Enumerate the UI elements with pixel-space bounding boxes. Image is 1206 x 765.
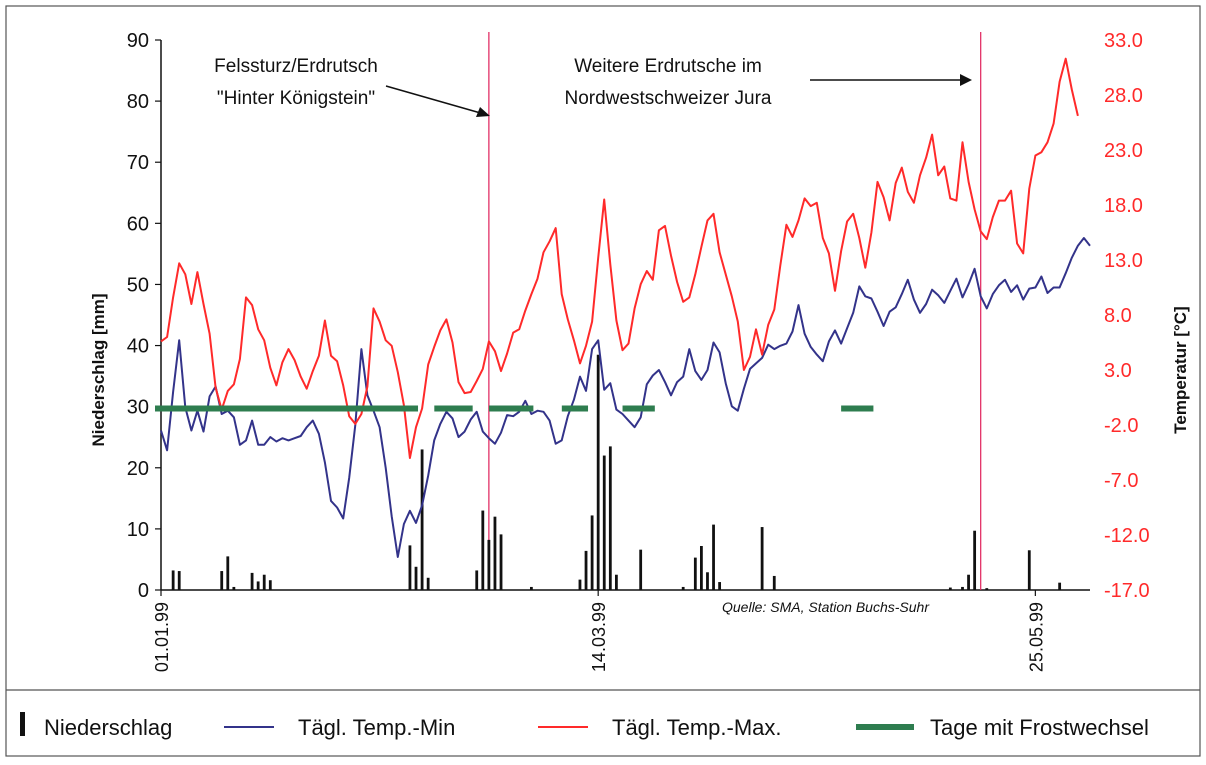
precipitation-bar	[426, 577, 430, 590]
precipitation-bar	[693, 557, 697, 590]
x-tick-label: 25.05.99	[1026, 602, 1046, 672]
precipitation-bar	[639, 549, 643, 590]
precipitation-bar	[487, 539, 491, 590]
precipitation-bar	[414, 566, 418, 590]
y-right-tick-label: -17.0	[1104, 580, 1150, 602]
annotation-left-arrowhead	[476, 107, 490, 117]
legend-frost-label: Tage mit Frostwechsel	[930, 715, 1149, 740]
y-right-tick-label: 28.0	[1104, 85, 1143, 107]
annotation-left-arrow	[385, 85, 485, 115]
precipitation-bar	[256, 581, 260, 590]
annotation-right: Weitere Erdrutsche im Nordwestschweizer …	[565, 56, 772, 109]
y-left-axis-title: Niederschlag [mm]	[89, 293, 108, 446]
precipitation-bar	[985, 588, 989, 590]
precipitation-bar	[590, 515, 594, 590]
plot-area: 90 80 70 60 50 40 30 20 10 0 33.0 28.0 23.0 18.0 13.0 8…	[127, 30, 1150, 672]
y-right-axis-title: Temperatur [°C]	[1171, 306, 1190, 433]
y-right-tick-label: -7.0	[1104, 470, 1138, 492]
precipitation-bar	[967, 574, 970, 590]
y-left-tick-label: 20	[127, 458, 149, 480]
precipitation-bar	[475, 570, 479, 590]
y-left-tick-label: 90	[127, 30, 149, 52]
precipitation-bar	[177, 571, 181, 590]
y-right-tick-label: -12.0	[1104, 525, 1150, 547]
precipitation-bar	[718, 582, 722, 590]
precipitation-bar	[608, 446, 612, 590]
annotation-right-line-2: Nordwestschweizer Jura	[565, 88, 772, 109]
precipitation-bar	[232, 586, 236, 590]
legend-tmax-label: Tägl. Temp.-Max.	[612, 715, 782, 740]
x-tick-label: 14.03.99	[589, 602, 609, 672]
temp-max-line	[160, 57, 1079, 459]
precipitation-bar	[760, 527, 764, 590]
y-left-tick-label: 0	[138, 580, 149, 602]
precipitation-bar	[699, 546, 703, 590]
precipitation-bar	[948, 587, 952, 590]
precipitation-bar	[596, 354, 600, 590]
precipitation-bar	[1058, 582, 1062, 590]
precipitation-bar	[250, 572, 254, 590]
precipitation-bar	[171, 570, 175, 590]
precipitation-bar	[584, 550, 588, 590]
precipitation-bar	[973, 530, 977, 590]
precipitation-bar	[420, 449, 424, 590]
precipitation-bar	[493, 516, 497, 590]
y-right-tick-label: 23.0	[1104, 140, 1143, 162]
precipitation-bar	[408, 545, 412, 590]
source-note: Quelle: SMA, Station Buchs-Suhr	[722, 599, 930, 615]
precipitation-bar	[961, 586, 964, 590]
precipitation-bar	[578, 579, 582, 590]
y-left-tick-label: 50	[127, 274, 149, 296]
precipitation-bar	[529, 586, 533, 590]
precipitation-bar	[262, 574, 266, 590]
annotation-left: Felssturz/Erdrutsch "Hinter Königstein"	[214, 56, 378, 109]
precipitation-bar	[681, 586, 685, 590]
y-right-tick-label: 13.0	[1104, 250, 1143, 272]
temp-min-line	[160, 237, 1091, 558]
y-left-tick-label: 30	[127, 397, 149, 419]
legend-niederschlag-label: Niederschlag	[44, 715, 172, 740]
precipitation-bar	[614, 574, 618, 590]
y-right-tick-label: 8.0	[1104, 305, 1132, 327]
y-left-tick-label: 60	[127, 213, 149, 235]
y-right-tick-label: 3.0	[1104, 360, 1132, 382]
precipitation-bar	[268, 580, 272, 590]
precipitation-bar	[499, 534, 503, 590]
precipitation-bar	[602, 455, 606, 590]
precipitation-bar	[1027, 550, 1031, 590]
y-left-tick-label: 10	[127, 519, 149, 541]
annotation-left-line-1: Felssturz/Erdrutsch	[214, 56, 378, 77]
legend-niederschlag-swatch	[20, 712, 25, 736]
precipitation-bar	[772, 575, 776, 590]
y-right-tick-label: -2.0	[1104, 415, 1138, 437]
legend-tmin-label: Tägl. Temp.-Min	[298, 715, 455, 740]
precipitation-bar	[712, 524, 715, 590]
annotation-left-line-2: "Hinter Königstein"	[217, 88, 375, 109]
precipitation-bar	[220, 571, 224, 590]
outer-border	[5, 5, 1201, 757]
legend: Niederschlag Tägl. Temp.-Min Tägl. Temp.…	[20, 712, 1149, 740]
annotation-right-arrowhead	[960, 74, 972, 86]
y-right-tick-label: 18.0	[1104, 195, 1143, 217]
y-left-tick-label: 40	[127, 336, 149, 358]
y-left-tick-label: 70	[127, 152, 149, 174]
precipitation-bar	[706, 572, 709, 590]
x-tick-label: 01.01.99	[152, 602, 172, 672]
precipitation-bar	[226, 556, 230, 590]
y-left-tick-label: 80	[127, 91, 149, 113]
precipitation-bar	[481, 510, 485, 590]
y-right-tick-label: 33.0	[1104, 30, 1143, 52]
annotation-right-line-1: Weitere Erdrutsche im	[574, 56, 762, 77]
